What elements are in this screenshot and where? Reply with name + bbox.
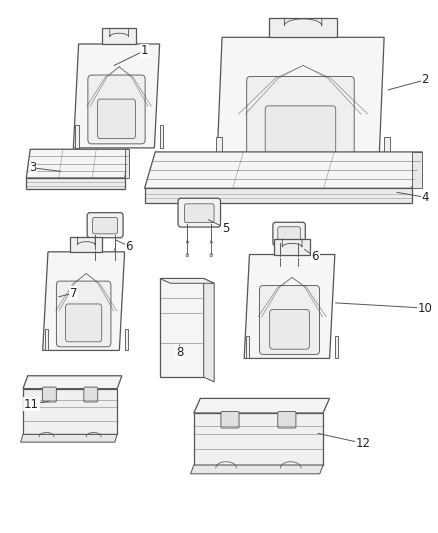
Circle shape (94, 260, 96, 262)
Text: 10: 10 (417, 302, 432, 314)
Polygon shape (217, 37, 384, 165)
Polygon shape (26, 178, 125, 189)
FancyBboxPatch shape (42, 387, 57, 402)
Polygon shape (45, 329, 48, 351)
Text: 7: 7 (70, 287, 78, 300)
Polygon shape (145, 188, 412, 203)
Polygon shape (21, 434, 117, 442)
FancyBboxPatch shape (260, 286, 319, 354)
Polygon shape (70, 237, 102, 252)
Text: 12: 12 (356, 437, 371, 450)
Polygon shape (160, 278, 214, 284)
Circle shape (114, 249, 116, 251)
Circle shape (210, 241, 212, 244)
FancyBboxPatch shape (270, 310, 309, 349)
Polygon shape (75, 125, 79, 148)
FancyBboxPatch shape (66, 304, 102, 342)
Text: 1: 1 (141, 44, 148, 57)
FancyBboxPatch shape (93, 217, 117, 234)
Circle shape (297, 255, 299, 257)
Text: 6: 6 (125, 240, 133, 253)
Circle shape (210, 254, 212, 257)
Polygon shape (124, 329, 127, 351)
FancyBboxPatch shape (221, 411, 239, 428)
FancyBboxPatch shape (184, 204, 214, 223)
FancyBboxPatch shape (247, 77, 354, 159)
Polygon shape (335, 336, 338, 358)
Polygon shape (204, 278, 214, 382)
Polygon shape (269, 18, 337, 37)
Text: 2: 2 (421, 74, 429, 86)
Polygon shape (191, 465, 323, 474)
Polygon shape (42, 252, 124, 351)
Polygon shape (125, 149, 129, 178)
Polygon shape (23, 376, 122, 389)
FancyBboxPatch shape (88, 75, 145, 144)
Polygon shape (412, 152, 422, 188)
FancyBboxPatch shape (98, 99, 135, 139)
Polygon shape (160, 278, 204, 377)
Circle shape (94, 249, 96, 251)
FancyBboxPatch shape (84, 387, 98, 402)
Polygon shape (145, 152, 422, 188)
Polygon shape (274, 239, 310, 255)
Polygon shape (194, 399, 329, 413)
Polygon shape (102, 28, 136, 44)
FancyBboxPatch shape (273, 222, 305, 246)
Text: 5: 5 (222, 222, 229, 235)
Polygon shape (246, 336, 250, 358)
Polygon shape (23, 389, 117, 434)
FancyBboxPatch shape (278, 411, 296, 428)
FancyBboxPatch shape (57, 281, 111, 347)
Circle shape (186, 241, 188, 244)
FancyBboxPatch shape (87, 213, 123, 238)
Polygon shape (74, 44, 159, 148)
Circle shape (279, 255, 281, 257)
Text: 4: 4 (421, 191, 429, 204)
Circle shape (114, 260, 116, 262)
Polygon shape (216, 137, 222, 165)
Circle shape (297, 265, 299, 268)
FancyBboxPatch shape (178, 198, 221, 227)
Circle shape (186, 254, 189, 257)
Circle shape (279, 265, 281, 268)
Polygon shape (194, 413, 323, 465)
Polygon shape (26, 149, 129, 178)
FancyBboxPatch shape (265, 106, 336, 153)
Text: 11: 11 (24, 398, 39, 410)
Polygon shape (384, 137, 390, 165)
Text: 8: 8 (176, 346, 183, 359)
Text: 6: 6 (311, 251, 319, 263)
FancyBboxPatch shape (278, 227, 300, 242)
Text: 3: 3 (29, 161, 36, 174)
Polygon shape (244, 255, 335, 358)
Polygon shape (159, 125, 163, 148)
